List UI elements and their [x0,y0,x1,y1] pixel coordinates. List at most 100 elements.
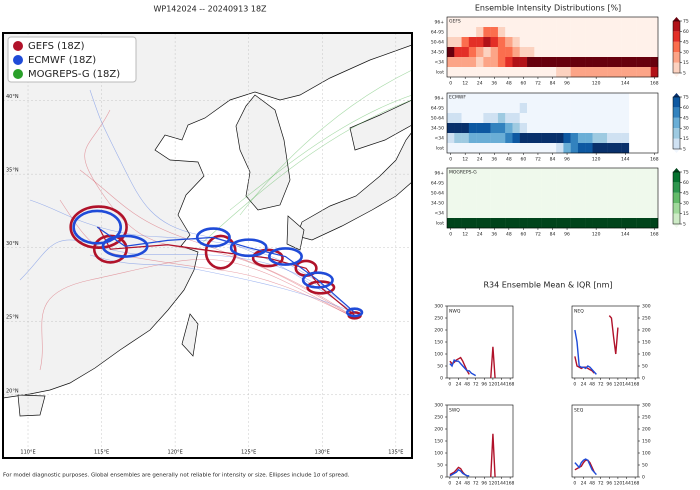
y-tick-label: 100 [642,451,651,457]
heat-cell [592,113,600,124]
heat-cell [476,218,484,229]
heat-cell [563,47,571,58]
heat-cell [628,37,637,48]
heat-cell [614,93,622,104]
row-label: 50-64 [431,191,444,197]
spread-ellipse [345,307,364,318]
heat-cell [614,208,622,219]
heat-cell [454,133,462,144]
x-tick-label: 84 [550,157,556,163]
legend-marker [13,55,23,65]
heat-cell [577,188,586,199]
heat-cell [505,188,513,199]
y-tick-label: 300 [434,304,443,310]
heat-cell [527,67,535,78]
heat-cell [541,93,550,104]
row-label: 50-64 [431,116,444,122]
x-tick-label: 96 [606,481,612,487]
heat-cell [650,17,659,28]
x-tick-label: 144 [497,382,506,388]
heat-cell [650,37,659,48]
heat-cell [512,113,520,124]
heat-cell [628,198,637,209]
heat-cell [636,27,644,38]
heat-cell [607,67,615,78]
heat-cell [556,27,564,38]
colorbar-label: 30 [683,50,689,56]
heat-cell [592,37,600,48]
row-label: 64-95 [431,30,444,36]
row-label: 34-50 [431,201,444,207]
x-tick-label: 120 [592,232,601,238]
heat-cell [468,178,477,189]
heat-cell [512,57,520,68]
heat-cell [541,198,550,209]
colorbar-label: 15 [683,136,689,142]
x-tick-label: 168 [631,481,640,487]
heat-cell [621,47,630,58]
heat-cell [607,123,615,134]
panel-frame [446,404,514,478]
heat-cell [527,143,535,154]
heat-cell [614,27,622,38]
heat-cell [577,208,586,219]
heat-cell [585,37,593,48]
panel-frame [446,305,514,379]
heat-cell [512,208,520,219]
heat-cell [570,218,579,229]
heat-cell [548,37,557,48]
mean-line [574,459,595,473]
y-tick-label: 250 [434,316,443,322]
x-tick-label: 36 [491,81,497,87]
x-tick-label: 0 [449,157,452,163]
x-tick-label: 120 [592,157,601,163]
heat-cell [548,123,557,134]
heat-cell [534,123,542,134]
x-tick-label: 144 [622,481,631,487]
heat-cell [570,178,579,189]
heat-cell [563,103,571,114]
x-tick-label: 168 [506,382,515,388]
row-label: lost [436,221,444,227]
heat-cell [585,57,593,68]
heat-cell [628,208,637,219]
heat-cell [563,123,571,134]
heat-cell [476,123,484,134]
colorbar-label: 30 [683,201,689,207]
heat-cell [454,198,462,209]
panel-name: GEFS [449,19,461,25]
heat-cell [461,218,470,229]
heat-cell [585,208,593,219]
heat-cell [585,93,593,104]
heat-cell [497,143,506,154]
heat-cell [468,103,477,114]
heat-cell [592,123,600,134]
x-tick-label: 24 [456,481,462,487]
heat-cell [461,17,470,28]
heat-cell [497,67,506,78]
heat-cell [585,47,593,58]
heat-cell [607,208,615,219]
x-tick-label: 24 [581,382,587,388]
colorbar-label: 5 [683,71,686,77]
heat-cell [490,188,499,199]
heat-cell [497,103,506,114]
heat-cell [563,57,571,68]
heat-cell [468,57,477,68]
x-tick-label: 24 [477,81,483,87]
heat-cell [505,103,513,114]
x-tick-label: 48 [464,382,470,388]
heat-cell [468,143,477,154]
map-tracks [69,205,364,320]
heat-cell [447,188,455,199]
heat-cell [541,218,550,229]
x-tick-label: 96 [564,157,570,163]
legend-marker [13,41,23,51]
colorbar-segment [673,52,680,63]
heat-cell [454,168,462,179]
colorbar-segment [673,138,680,149]
colorbar-label: 30 [683,126,689,132]
heat-cell [505,198,513,209]
heat-cell [563,133,571,144]
